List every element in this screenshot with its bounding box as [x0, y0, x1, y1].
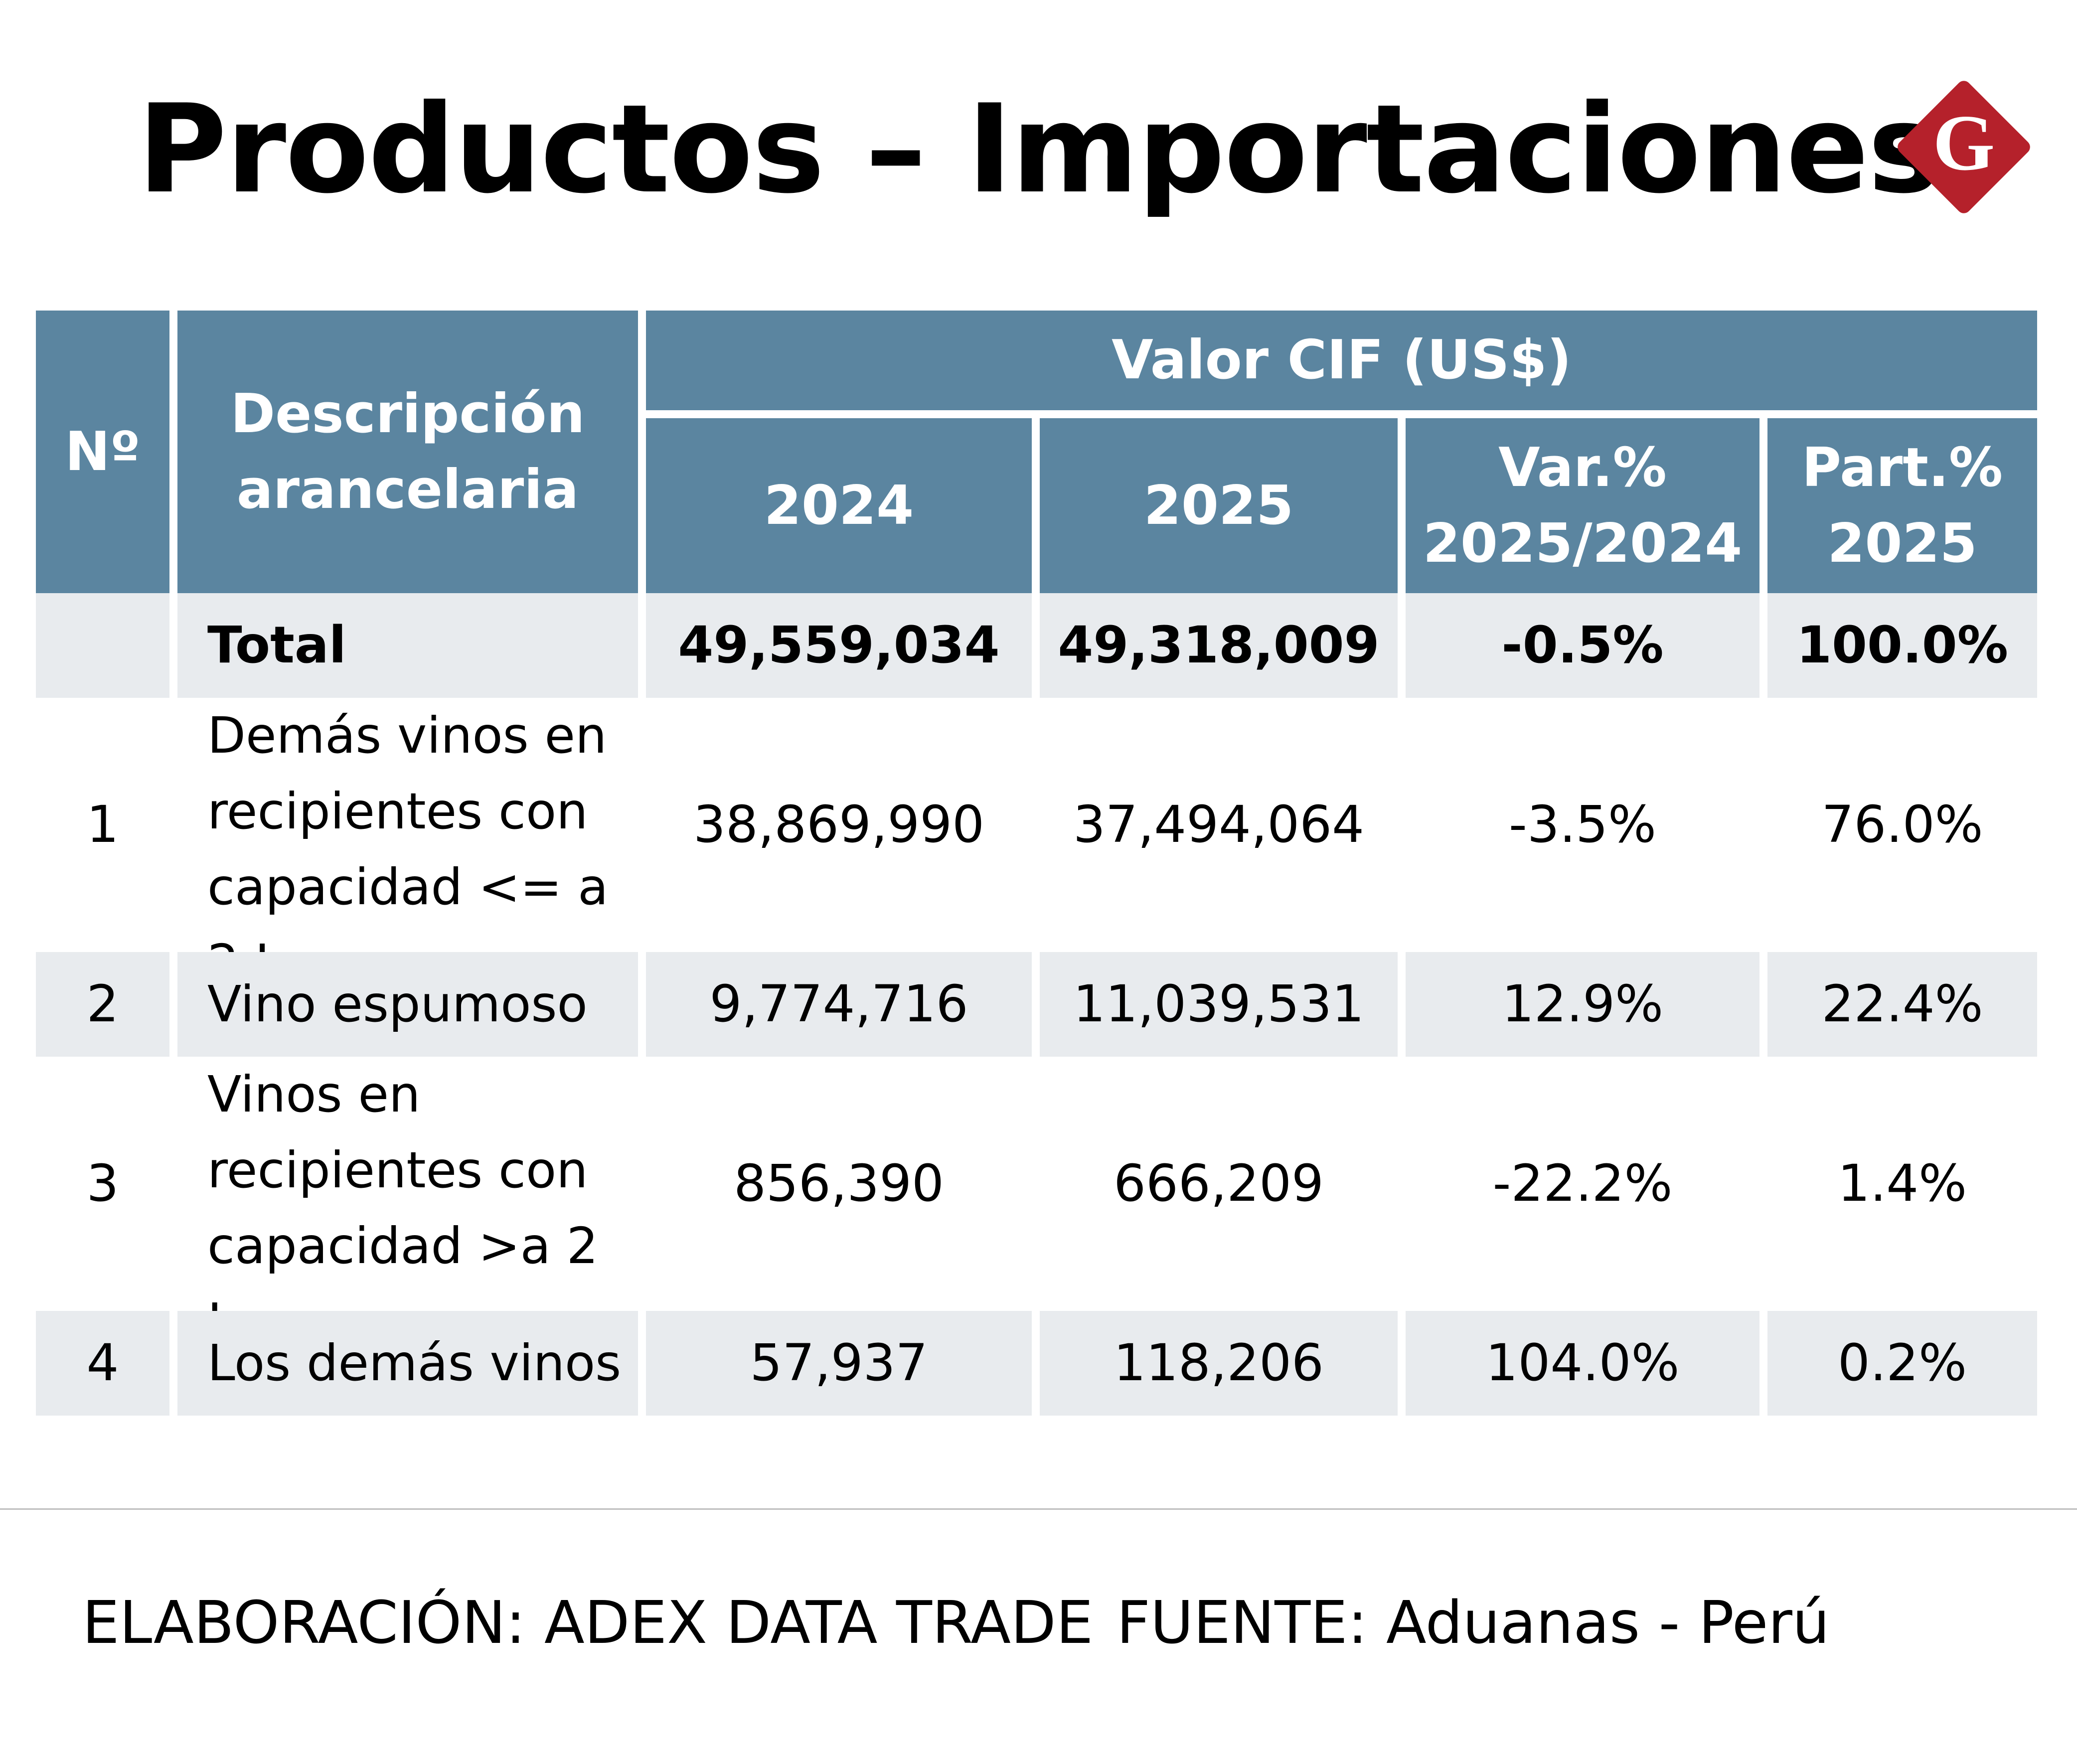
total-2025: 49,318,009	[1040, 593, 1398, 698]
row-1-2024: 38,869,990	[693, 795, 984, 854]
total-2024: 49,559,034	[646, 593, 1032, 698]
row-3-no: 3	[86, 1154, 119, 1213]
row-1-part: 76.0%	[1821, 795, 1983, 854]
row-4-part: 0.2%	[1767, 1311, 2037, 1416]
row-1-2025: 37,494,064	[1073, 795, 1364, 854]
total-no	[36, 593, 169, 698]
row-4-2025: 118,206	[1040, 1311, 1398, 1416]
row-2-part: 22.4%	[1767, 952, 2037, 1057]
row-1-var: -3.5%	[1509, 795, 1656, 854]
row-2-var: 12.9%	[1406, 952, 1759, 1057]
row-2-desc: Vino espumoso	[177, 952, 638, 1057]
row-4-2024: 57,937	[646, 1311, 1032, 1416]
header-var: Var.% 2025/2024	[1406, 418, 1759, 593]
row-3-var: -22.2%	[1492, 1154, 1673, 1213]
row-3-2024: 856,390	[734, 1154, 944, 1213]
row-2-2024: 9,774,716	[646, 952, 1032, 1057]
row-1-desc: Demás vinos en recipientes con capacidad…	[207, 706, 609, 992]
row-3-2025: 666,209	[1114, 1154, 1324, 1213]
publisher-logo: G	[1898, 81, 2030, 213]
header-no: Nº	[36, 311, 169, 593]
total-part: 100.0%	[1767, 593, 2037, 698]
row-3-part: 1.4%	[1837, 1154, 1967, 1213]
footer-divider	[0, 1508, 2077, 1510]
total-desc: Total	[177, 593, 638, 698]
row-2-2025: 11,039,531	[1040, 952, 1398, 1057]
header-2025: 2025	[1040, 418, 1398, 593]
footer-elaboracion: ELABORACIÓN: ADEX DATA TRADE	[82, 1588, 1094, 1657]
page-title: Productos – Importaciones	[137, 78, 1940, 220]
row-4-no: 4	[36, 1311, 169, 1416]
row-2-no: 2	[36, 952, 169, 1057]
header-part: Part.% 2025	[1767, 418, 2037, 593]
row-4-var: 104.0%	[1406, 1311, 1759, 1416]
row-4-desc: Los demás vinos	[177, 1311, 638, 1416]
logo-letter: G	[1933, 98, 1995, 187]
footer-fuente: FUENTE: Aduanas - Perú	[1117, 1588, 1830, 1657]
row-1-no: 1	[86, 795, 119, 854]
header-descripcion: Descripción arancelaria	[177, 311, 638, 593]
row-3-desc: Vinos en recipientes con capacidad >a 2 …	[207, 1065, 599, 1351]
header-valor-cif: Valor CIF (US$)	[646, 311, 2037, 410]
total-var: -0.5%	[1406, 593, 1759, 698]
header-2024: 2024	[646, 418, 1032, 593]
